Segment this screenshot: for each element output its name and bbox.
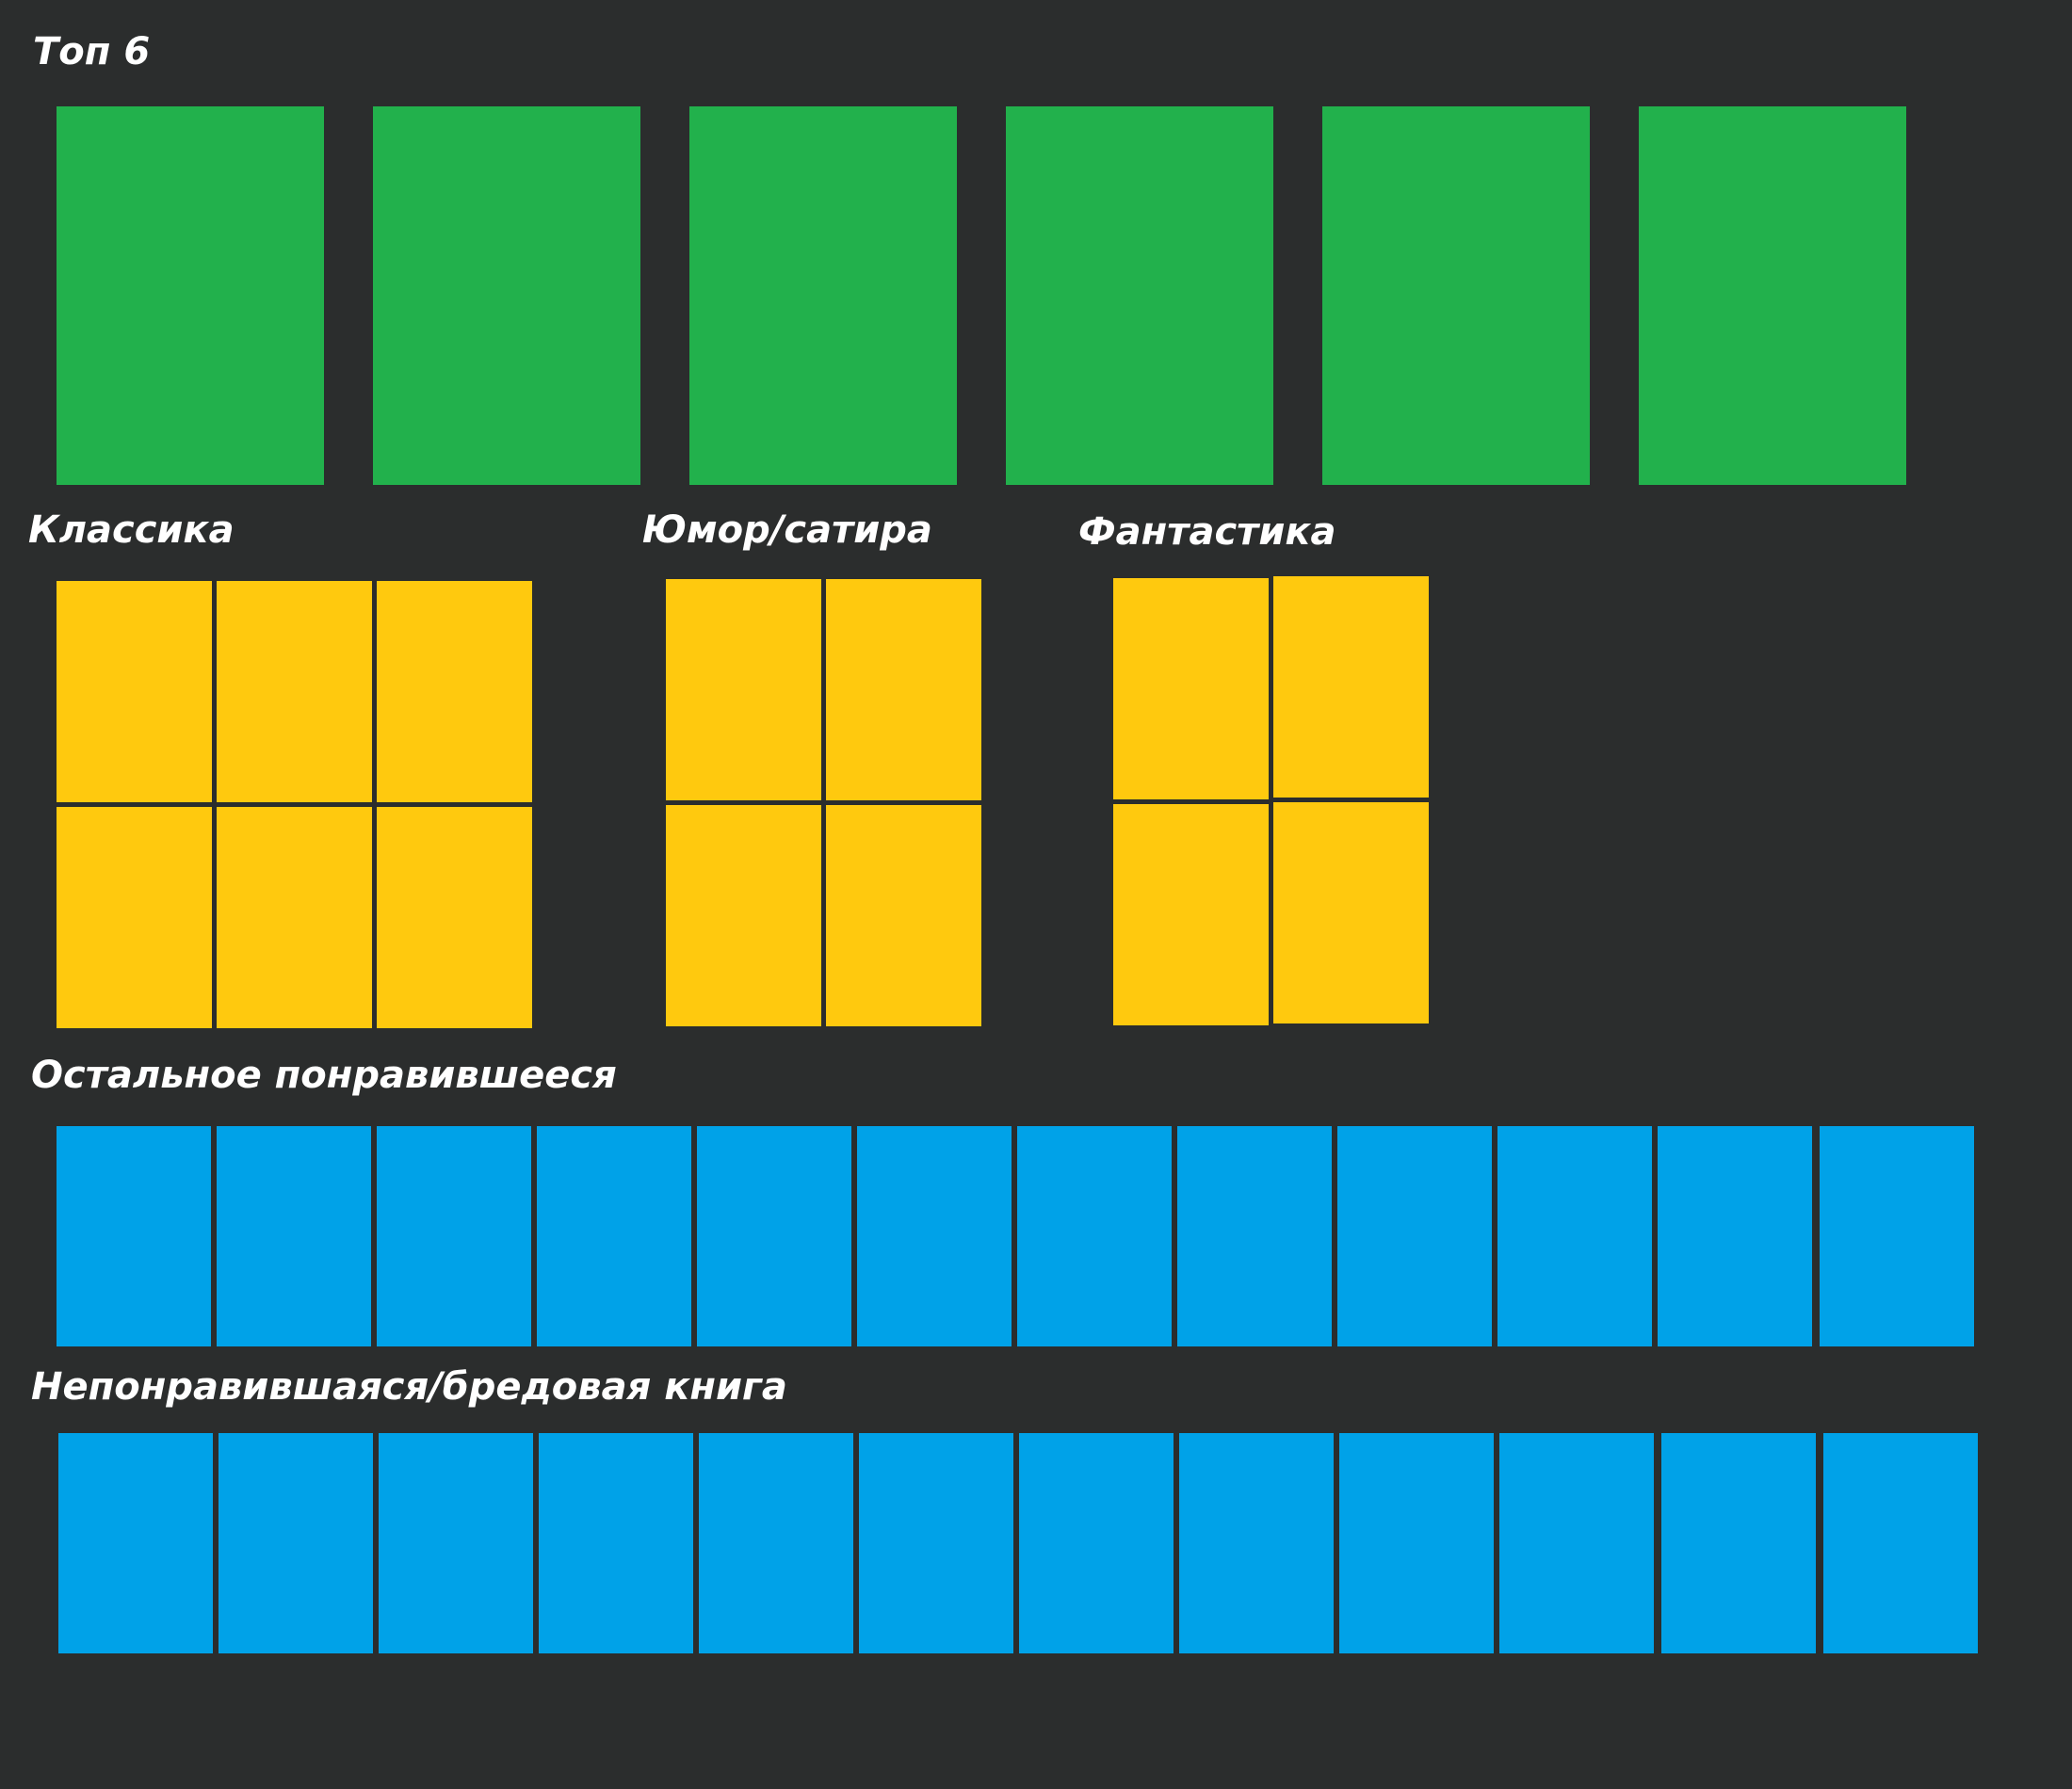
liked-slot-6 (857, 1126, 1012, 1346)
disliked-slot-10 (1499, 1433, 1654, 1653)
liked-slot-4 (537, 1126, 691, 1346)
liked-slot-2 (217, 1126, 371, 1346)
fantasy-slot-1 (1113, 578, 1269, 799)
liked-section-title: Остальное понравившееся (31, 1054, 617, 1097)
disliked-slot-1 (58, 1433, 213, 1653)
liked-slot-10 (1497, 1126, 1652, 1346)
disliked-slot-11 (1661, 1433, 1816, 1653)
classics-slot-3 (377, 581, 532, 802)
liked-slot-5 (697, 1126, 851, 1346)
disliked-slot-3 (379, 1433, 533, 1653)
liked-slot-11 (1658, 1126, 1812, 1346)
top-slot-6 (1639, 106, 1906, 485)
top-slot-1 (57, 106, 324, 485)
top-slot-5 (1322, 106, 1590, 485)
disliked-slot-6 (859, 1433, 1013, 1653)
classics-slot-2 (217, 581, 372, 802)
liked-slot-12 (1820, 1126, 1974, 1346)
liked-slot-1 (57, 1126, 211, 1346)
fantasy-slot-2 (1273, 576, 1429, 798)
disliked-slot-8 (1179, 1433, 1334, 1653)
disliked-slot-5 (699, 1433, 853, 1653)
liked-slot-7 (1017, 1126, 1172, 1346)
top-slot-2 (373, 106, 640, 485)
disliked-slot-7 (1019, 1433, 1174, 1653)
classics-section-title: Классика (28, 508, 235, 552)
disliked-slot-4 (539, 1433, 693, 1653)
liked-slot-8 (1177, 1126, 1332, 1346)
fantasy-slot-4 (1273, 802, 1429, 1023)
top-slot-4 (1006, 106, 1273, 485)
humor-section-title: Юмор/сатира (642, 508, 932, 552)
humor-slot-3 (666, 805, 821, 1026)
disliked-slot-12 (1823, 1433, 1978, 1653)
humor-slot-4 (826, 805, 981, 1026)
top-section-title: Топ 6 (33, 30, 151, 73)
disliked-slot-2 (219, 1433, 373, 1653)
humor-slot-1 (666, 579, 821, 800)
classics-slot-1 (57, 581, 212, 802)
disliked-section-title: Непонравившаяся/бредовая книга (31, 1365, 787, 1409)
classics-slot-4 (57, 807, 212, 1028)
disliked-slot-9 (1339, 1433, 1494, 1653)
liked-slot-9 (1337, 1126, 1492, 1346)
liked-slot-3 (377, 1126, 531, 1346)
humor-slot-2 (826, 579, 981, 800)
fantasy-slot-3 (1113, 804, 1269, 1025)
top-slot-3 (689, 106, 957, 485)
classics-slot-5 (217, 807, 372, 1028)
fantasy-section-title: Фантастика (1078, 510, 1336, 554)
classics-slot-6 (377, 807, 532, 1028)
